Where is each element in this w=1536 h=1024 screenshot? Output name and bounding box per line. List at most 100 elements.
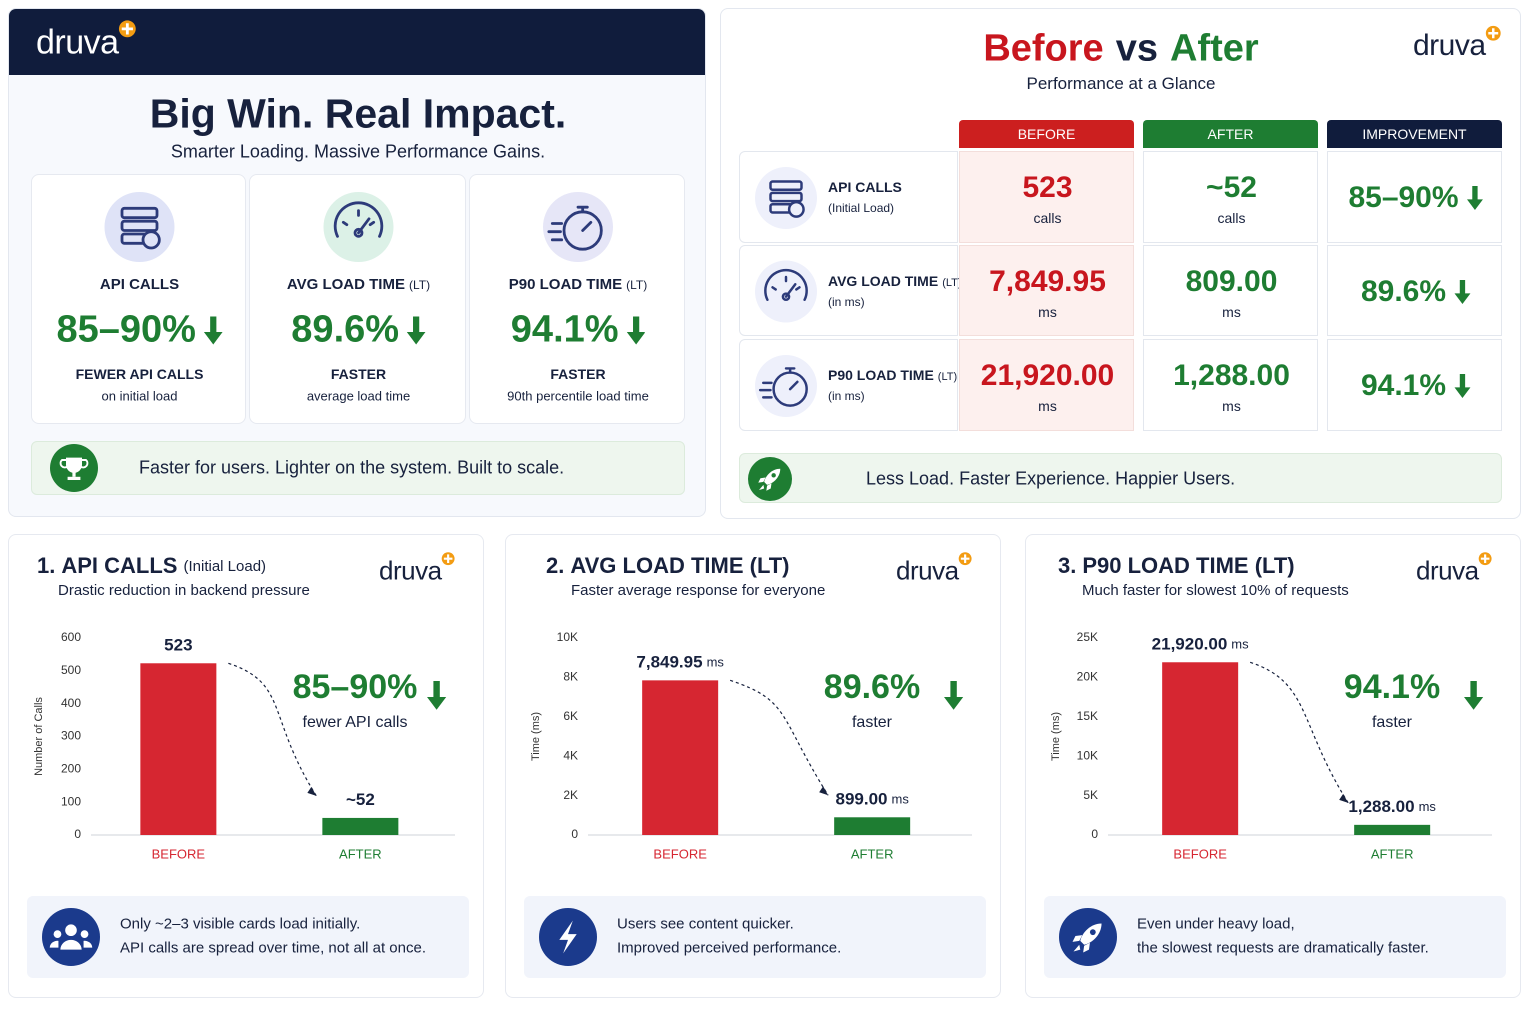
icon-part — [60, 939, 82, 950]
arrow-shape — [1464, 681, 1484, 710]
icon-glyph — [758, 468, 781, 491]
y-axis-label: Time (ms) — [1050, 712, 1062, 761]
icon-glyph — [559, 920, 577, 954]
trend-arrow — [729, 679, 829, 796]
chart-title-note: (Initial Load) — [183, 558, 266, 575]
metric-label-text: API CALLS — [99, 276, 180, 293]
row-label: AVG LOAD TIME (LT) — [828, 273, 962, 291]
row-label-text: P90 LOAD TIME — [828, 367, 934, 383]
metric-label: P90 LOAD TIME (LT) — [509, 276, 647, 294]
column-header-text: IMPROVEMENT — [1362, 126, 1467, 142]
bar — [1354, 824, 1431, 835]
before-cell: 7,849.95 ms — [959, 245, 1134, 336]
icon-part — [80, 930, 89, 938]
improvement-value: 85–90% — [1348, 181, 1459, 214]
column-header: IMPROVEMENT — [1327, 120, 1502, 148]
value-label-unit: ms — [1231, 637, 1249, 652]
panel-title: Big Win. Real Impact. — [149, 90, 567, 137]
icon-part — [67, 476, 81, 480]
chart-title-text: P90 LOAD TIME (LT) — [1082, 553, 1294, 578]
callout-value: 85–90% — [293, 668, 418, 706]
footer-banner: Faster for users. Lighter on the system.… — [31, 441, 685, 495]
value-label-number: 21,920.00 — [1152, 635, 1228, 654]
icon-part — [784, 367, 799, 391]
row-label-cell: P90 LOAD TIME (LT) (in ms) — [739, 339, 958, 431]
logo-mark-cross — [1480, 554, 1489, 563]
icon-part — [787, 200, 805, 218]
metric-label-text: AVG LOAD TIME — [286, 276, 405, 293]
icon-part — [771, 275, 801, 291]
icon-part — [758, 381, 773, 399]
icon-part — [66, 457, 82, 473]
icon-part — [781, 292, 791, 302]
y-tick-label: 10K — [557, 630, 578, 644]
logo-mark-cross — [960, 554, 969, 563]
icon-part — [53, 930, 62, 938]
metric-icon — [543, 192, 613, 262]
before-cell: 21,920.00 ms — [959, 339, 1134, 431]
icon-part — [72, 472, 76, 477]
logo-text: druva — [379, 555, 442, 586]
callout-arrow — [1464, 681, 1484, 710]
logo: druva — [379, 552, 455, 587]
icon-circle — [755, 167, 817, 229]
y-tick-label: 6K — [563, 709, 578, 723]
icon-part — [333, 201, 384, 238]
before-value: 21,920.00 — [980, 359, 1115, 392]
down-arrow — [203, 316, 223, 344]
down-arrow — [1466, 186, 1483, 210]
before-cell: 523 calls — [959, 151, 1134, 243]
chart: 1. API CALLS (Initial Load) Drastic reducti… — [33, 553, 455, 861]
after-unit: ms — [1222, 398, 1241, 414]
y-tick-label: 500 — [61, 663, 81, 677]
value-label: 21,920.00 ms — [1152, 635, 1249, 654]
value-label: 899.00 ms — [835, 790, 909, 809]
metric-card: API CALLS 85–90% FEWER API CALLS on initial… — [31, 174, 246, 424]
note-icon — [42, 908, 100, 966]
value-label: ~52 — [346, 790, 375, 809]
chart-card: 2. AVG LOAD TIME (LT) Faster average respo… — [505, 534, 1001, 998]
value-label: 1,288.00 ms — [1348, 797, 1436, 816]
icon-glyph — [764, 268, 808, 302]
after-value: 809.00 — [1185, 264, 1278, 298]
icon-circle — [755, 355, 817, 417]
logo-mark — [1485, 25, 1501, 41]
note-text: API calls are spread over time, not all … — [120, 939, 426, 957]
icon-glyph — [769, 180, 805, 218]
icon-part — [547, 222, 564, 242]
icon-part — [1089, 929, 1096, 936]
icon-part — [120, 206, 159, 220]
icon-part — [341, 209, 376, 227]
x-tick-label: AFTER — [1371, 846, 1414, 861]
before-unit: ms — [1038, 398, 1057, 414]
metric-value: 85–90% — [56, 308, 196, 351]
icon-part — [769, 191, 803, 203]
icon-glyph — [59, 457, 89, 480]
logo-mark — [441, 552, 455, 566]
logo-text: druva — [1416, 555, 1479, 586]
callout-text: faster — [1372, 714, 1413, 731]
note-icon — [1059, 908, 1117, 966]
value-label-number: 523 — [164, 636, 192, 655]
y-axis-label: Time (ms) — [530, 712, 542, 761]
icon-part — [576, 205, 593, 232]
note-text: Only ~2–3 visible cards load initially. — [120, 915, 361, 933]
comparison-title: Before vs After — [983, 28, 1258, 71]
column-header: AFTER — [1143, 120, 1318, 148]
callout-arrow — [944, 681, 964, 710]
chart-title: 3. P90 LOAD TIME (LT) — [1058, 553, 1295, 578]
icon-part — [141, 230, 161, 250]
footer-text: Less Load. Faster Experience. Happier Us… — [866, 468, 1236, 489]
x-tick-label: AFTER — [339, 846, 382, 861]
before-value: 7,849.95 — [989, 264, 1106, 298]
value-label-unit: ms — [707, 655, 725, 670]
metric-detail: on initial load — [101, 388, 178, 404]
callout-value: 94.1% — [1344, 668, 1440, 706]
y-tick-label: 0 — [74, 827, 81, 841]
arrow-shape — [944, 681, 964, 710]
chart-title: 2. AVG LOAD TIME (LT) — [546, 553, 790, 578]
header-bar: druva — [9, 9, 705, 75]
after-cell: 1,288.00 ms — [1143, 339, 1318, 431]
metric-caption: FASTER — [550, 366, 606, 382]
improvement-cell: 89.6% — [1327, 245, 1502, 336]
